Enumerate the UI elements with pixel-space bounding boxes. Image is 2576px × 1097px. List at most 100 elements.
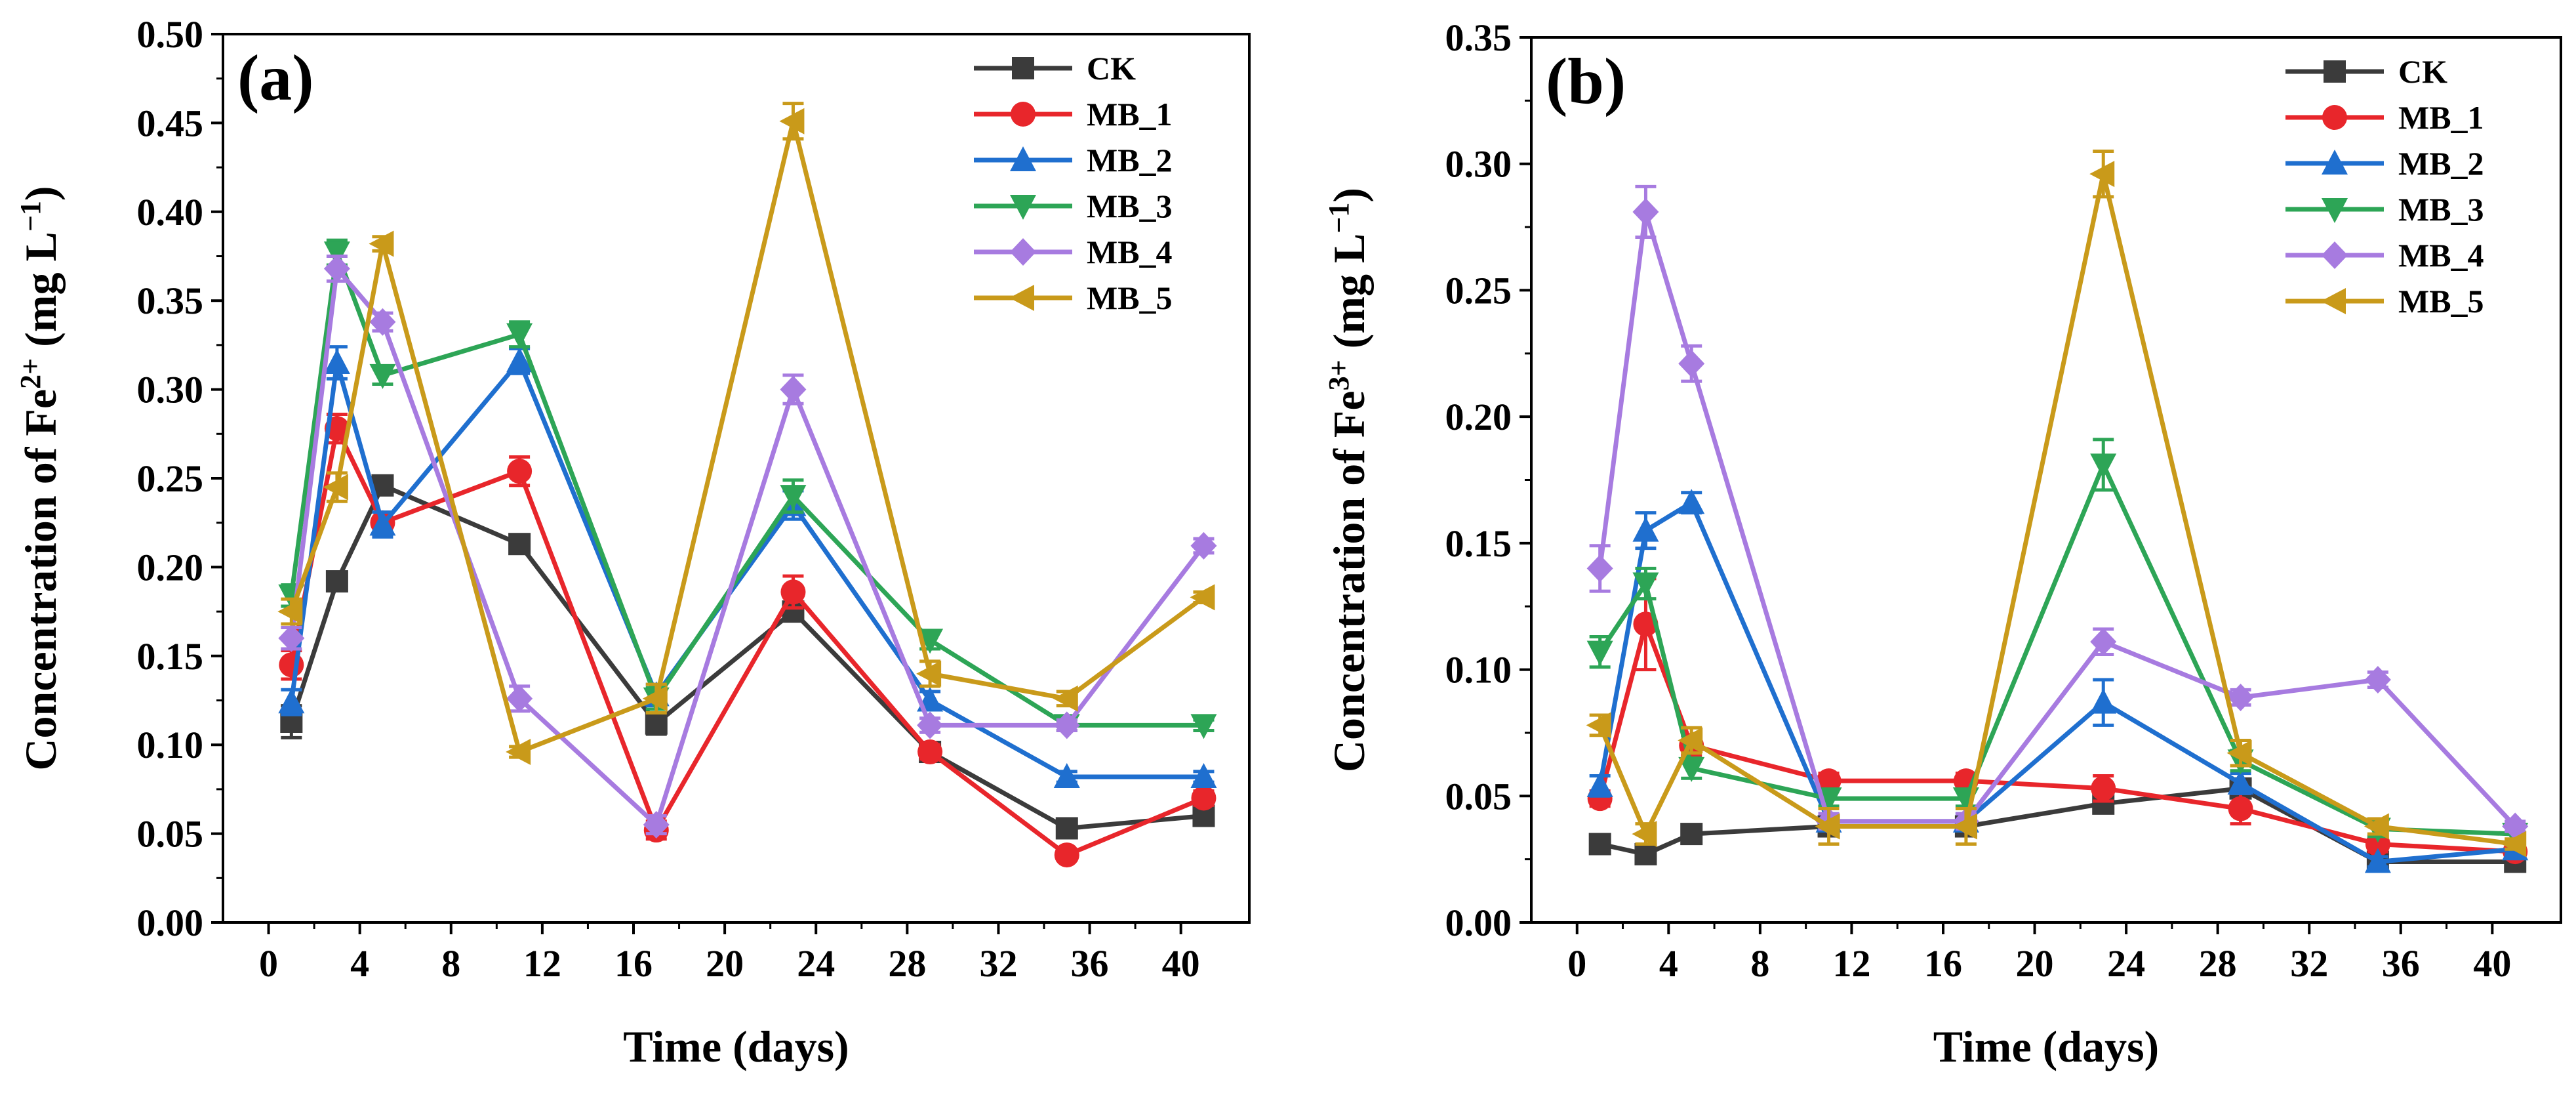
data-point [917, 629, 944, 654]
legend-item: MB_3 [2285, 191, 2484, 228]
legend-item: MB_2 [974, 142, 1173, 178]
x-tick-label: 24 [797, 942, 835, 985]
y-tick-label: 0.15 [137, 635, 204, 678]
data-point [506, 347, 533, 373]
x-tick-label: 32 [2290, 942, 2328, 985]
legend-marker [1009, 285, 1034, 311]
data-point [369, 230, 394, 257]
legend-label: MB_1 [1087, 96, 1173, 133]
data-point [642, 685, 668, 712]
data-point [779, 108, 805, 135]
legend-item: MB_1 [2285, 99, 2484, 136]
y-axis-title-unit-exponent: −1 [1323, 203, 1355, 234]
data-point [369, 308, 396, 336]
y-axis-title-close: ) [16, 186, 66, 201]
legend-label: MB_4 [1087, 234, 1173, 270]
data-point [278, 688, 305, 714]
x-tick-label: 4 [350, 942, 369, 985]
x-tick-label: 0 [259, 942, 278, 985]
y-tick-label: 0.45 [137, 102, 204, 144]
legend-item: MB_3 [974, 188, 1173, 224]
data-point [1678, 756, 1705, 782]
y-tick-label: 0.35 [1445, 16, 1512, 59]
legend-item: CK [974, 50, 1136, 87]
data-point [279, 652, 304, 678]
y-tick-label: 0.35 [137, 279, 204, 322]
data-point [780, 579, 806, 605]
data-point [1190, 531, 1217, 560]
legend-marker [2322, 105, 2347, 130]
y-tick-label: 0.25 [137, 457, 204, 500]
legend-label: CK [1087, 50, 1136, 87]
panel-a: 0.00 0.05 0.10 0.15 0.20 0.25 0.30 0.35 0.40 0.45… [14, 13, 1251, 1071]
data-point [1586, 772, 1613, 797]
legend-marker [2322, 198, 2348, 223]
legend: CK MB_1 MB_2 MB_3 MB_4 MB_5 [974, 50, 1173, 316]
x-tick-label: 0 [1567, 942, 1586, 985]
x-tick-label: 40 [2473, 942, 2511, 985]
legend-item: MB_5 [974, 279, 1173, 316]
x-tick-label: 12 [523, 942, 561, 985]
data-point [323, 255, 350, 283]
data-point [1678, 350, 1705, 378]
data-point [506, 323, 533, 348]
y-tick-label: 0.30 [137, 369, 204, 411]
y-tick-label: 0.00 [137, 901, 204, 944]
data-point [506, 684, 533, 713]
data-point [1191, 785, 1217, 811]
legend-marker [1010, 195, 1036, 220]
data-point [1053, 762, 1080, 788]
data-point [323, 241, 350, 267]
x-tick-label: 4 [1659, 942, 1678, 985]
legend-label: MB_1 [2398, 99, 2484, 136]
legend-item: MB_4 [974, 234, 1173, 270]
legend-marker [1011, 102, 1036, 127]
data-point [2091, 776, 2116, 801]
data-point [2228, 796, 2253, 821]
y-tick-label: 0.10 [1445, 649, 1512, 692]
y-tick-label: 0.20 [137, 546, 204, 589]
legend-marker [1012, 57, 1034, 79]
data-point [1190, 714, 1217, 739]
data-point [1055, 817, 1078, 840]
legend: CK MB_1 MB_2 MB_3 MB_4 MB_5 [2285, 53, 2484, 320]
legend-label: MB_2 [1087, 142, 1173, 178]
legend-label: MB_3 [2398, 191, 2484, 228]
legend-marker [2321, 288, 2346, 314]
legend-item: MB_2 [2285, 145, 2484, 182]
series-mb-5 [277, 102, 1215, 766]
data-point [2090, 688, 2117, 714]
x-tick-label: 16 [614, 942, 653, 985]
data-point [2364, 813, 2389, 840]
data-point [1588, 833, 1611, 856]
panel-label: (b) [1546, 45, 1626, 117]
legend-item: CK [2285, 53, 2447, 90]
legend-label: MB_3 [1087, 188, 1173, 224]
y-tick-label: 0.10 [137, 724, 204, 766]
data-point [369, 363, 396, 389]
data-point [1634, 842, 1657, 865]
y-tick-label: 0.00 [1445, 901, 1512, 944]
y-axis-title-prefix: Concentration of Fe [1324, 390, 1374, 772]
data-point [508, 533, 531, 556]
y-axis-title: Concentration of Fe2+ (mg L−1) [14, 186, 66, 770]
data-point [1632, 572, 1659, 598]
x-tick-label: 20 [2016, 942, 2054, 985]
x-tick-label: 8 [441, 942, 460, 985]
x-tick-label: 20 [706, 942, 744, 985]
x-tick-label: 28 [888, 942, 926, 985]
data-point [2502, 812, 2529, 840]
data-point [916, 660, 942, 687]
data-point [1053, 711, 1080, 739]
data-point [2090, 628, 2117, 656]
x-tick-label: 40 [1162, 942, 1200, 985]
data-point [1952, 813, 1977, 840]
x-tick-label: 32 [979, 942, 1017, 985]
legend-item: MB_1 [974, 96, 1173, 133]
legend-label: CK [2398, 53, 2447, 90]
y-tick-label: 0.25 [1445, 269, 1512, 312]
legend-marker [1010, 238, 1036, 266]
data-point [2226, 739, 2252, 766]
data-point [1586, 640, 1613, 666]
